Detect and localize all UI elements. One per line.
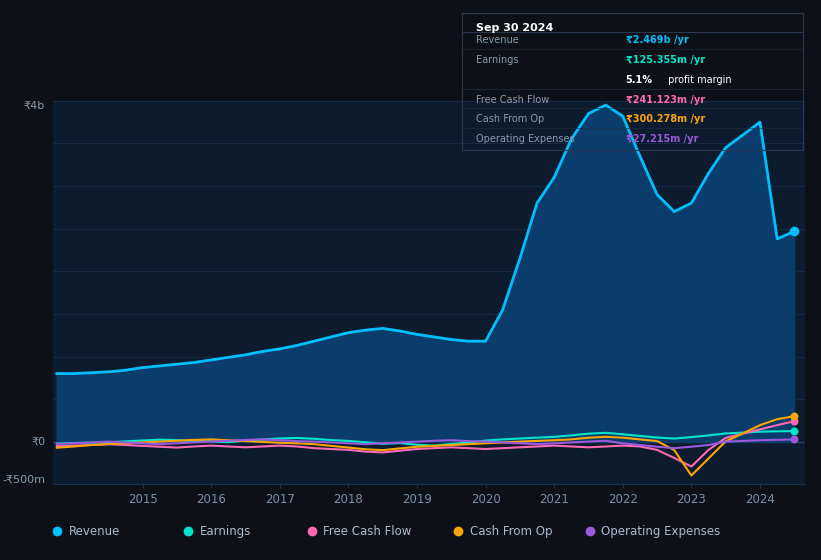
Text: ₹125.355m /yr: ₹125.355m /yr — [626, 55, 704, 65]
Text: Earnings: Earnings — [475, 55, 518, 65]
Text: ₹27.215m /yr: ₹27.215m /yr — [626, 134, 698, 144]
Text: ₹300.278m /yr: ₹300.278m /yr — [626, 114, 705, 124]
Text: Free Cash Flow: Free Cash Flow — [323, 525, 411, 538]
Text: ₹2.469b /yr: ₹2.469b /yr — [626, 35, 689, 45]
Point — [787, 227, 800, 236]
Text: ₹241.123m /yr: ₹241.123m /yr — [626, 95, 704, 105]
Text: -₹500m: -₹500m — [2, 474, 45, 484]
Text: Earnings: Earnings — [200, 525, 251, 538]
Text: profit margin: profit margin — [665, 75, 732, 85]
Text: Operating Expenses: Operating Expenses — [601, 525, 720, 538]
Text: Revenue: Revenue — [475, 35, 518, 45]
Text: Cash From Op: Cash From Op — [475, 114, 544, 124]
Text: 5.1%: 5.1% — [626, 75, 653, 85]
Text: ₹0: ₹0 — [31, 437, 45, 447]
Text: ₹4b: ₹4b — [24, 101, 45, 111]
Text: Free Cash Flow: Free Cash Flow — [475, 95, 549, 105]
Point — [787, 417, 800, 426]
Point — [787, 412, 800, 421]
Point — [787, 435, 800, 444]
Text: Cash From Op: Cash From Op — [470, 525, 553, 538]
Text: Operating Expenses: Operating Expenses — [475, 134, 574, 144]
Point — [787, 427, 800, 436]
Text: Revenue: Revenue — [69, 525, 120, 538]
Text: Sep 30 2024: Sep 30 2024 — [475, 22, 553, 32]
